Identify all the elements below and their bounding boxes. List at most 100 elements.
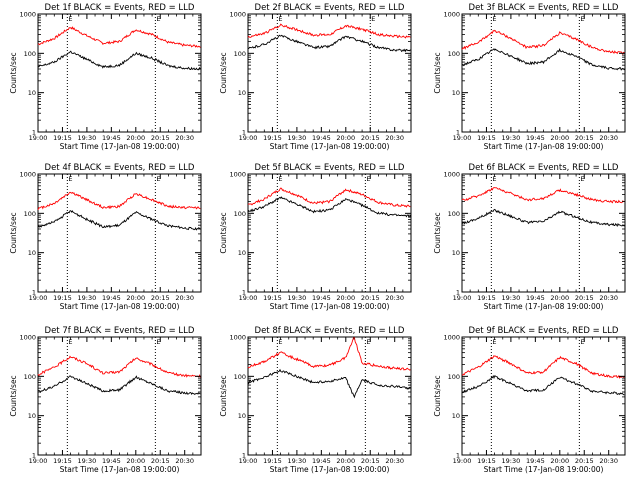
y-tick-label: 10: [452, 249, 460, 257]
series-line-events: [247, 196, 411, 218]
panel-det-6: Det 6f BLACK = Events, RED = LLD E E 1 10 100…: [433, 163, 626, 311]
y-tick-label: 10: [28, 412, 36, 420]
y-tick-label: 10: [28, 249, 36, 257]
panel-det-8: Det 8f BLACK = Events, RED = LLD E E 1 10 100…: [219, 326, 412, 474]
event-marker-label: E: [278, 175, 282, 183]
x-tick-label: 20:30: [599, 134, 618, 142]
event-marker-label: E: [366, 175, 370, 183]
x-tick-label: 19:45: [312, 294, 331, 302]
x-tick-label: 20:15: [361, 457, 380, 465]
x-axis-label: Start Time (17-Jan-08 19:00:00): [270, 465, 390, 474]
x-tick-label: 19:15: [477, 294, 496, 302]
x-tick-label: 20:00: [550, 134, 569, 142]
y-tick-label: 1000: [19, 171, 36, 179]
y-tick-label: 1000: [443, 171, 460, 179]
panel-det-9: Det 9f BLACK = Events, RED = LLD E E 1 10 100…: [433, 326, 626, 474]
panel-title: Det 7f BLACK = Events, RED = LLD: [45, 326, 195, 336]
series-line-lld: [37, 26, 201, 48]
x-tick-label: 19:00: [453, 294, 472, 302]
y-tick-label: 1000: [443, 334, 460, 342]
x-tick-label: 19:15: [53, 294, 72, 302]
y-axis-label: Counts/sec: [433, 52, 442, 93]
y-tick-label: 1000: [19, 334, 36, 342]
event-marker-label: E: [68, 15, 72, 23]
series-line-lld: [461, 355, 625, 379]
y-tick-label: 1: [456, 129, 460, 137]
event-marker-label: E: [492, 15, 496, 23]
x-tick-label: 20:15: [361, 134, 380, 142]
panel-det-3: Det 3f BLACK = Events, RED = LLD E E 1 10 100…: [433, 3, 626, 151]
event-marker-label: E: [580, 15, 584, 23]
series-line-events: [37, 375, 201, 395]
x-tick-label: 19:00: [239, 294, 258, 302]
plot-frame: [37, 13, 202, 133]
x-tick-label: 19:45: [102, 294, 121, 302]
panel-title: Det 3f BLACK = Events, RED = LLD: [469, 3, 619, 13]
y-tick-label: 100: [448, 373, 460, 381]
x-tick-label: 19:30: [78, 134, 97, 142]
x-tick-label: 19:30: [288, 457, 307, 465]
x-tick-label: 20:00: [336, 294, 355, 302]
x-tick-label: 19:30: [502, 294, 521, 302]
x-tick-label: 19:15: [53, 457, 72, 465]
series-line-events: [461, 208, 625, 228]
x-tick-label: 20:30: [175, 294, 194, 302]
x-tick-label: 19:00: [239, 134, 258, 142]
x-tick-label: 20:30: [599, 294, 618, 302]
x-tick-label: 19:00: [453, 457, 472, 465]
y-tick-label: 100: [24, 210, 36, 218]
x-tick-label: 20:30: [175, 134, 194, 142]
x-tick-label: 19:45: [312, 457, 331, 465]
plot-frame: [247, 336, 412, 456]
x-axis-label: Start Time (17-Jan-08 19:00:00): [60, 142, 180, 151]
x-tick-label: 19:30: [78, 294, 97, 302]
y-tick-label: 100: [234, 50, 246, 58]
y-tick-label: 10: [238, 89, 246, 97]
series-line-events: [247, 368, 411, 399]
event-marker-label: E: [580, 175, 584, 183]
x-tick-label: 19:45: [102, 457, 121, 465]
y-axis-label: Counts/sec: [219, 375, 228, 416]
event-marker-label: E: [156, 175, 160, 183]
panel-title: Det 1f BLACK = Events, RED = LLD: [45, 3, 195, 13]
panel-det-5: Det 5f BLACK = Events, RED = LLD E E 1 10 100…: [219, 163, 412, 311]
series-line-lld: [461, 29, 625, 56]
x-tick-label: 20:30: [385, 457, 404, 465]
y-tick-label: 1: [32, 452, 36, 460]
x-tick-label: 19:15: [477, 457, 496, 465]
x-tick-label: 20:15: [361, 294, 380, 302]
x-tick-label: 20:30: [385, 134, 404, 142]
x-tick-label: 19:45: [526, 294, 545, 302]
x-tick-label: 19:00: [29, 294, 48, 302]
panel-title: Det 9f BLACK = Events, RED = LLD: [469, 326, 619, 336]
y-tick-label: 10: [238, 412, 246, 420]
y-tick-label: 10: [452, 412, 460, 420]
x-tick-label: 19:30: [502, 457, 521, 465]
y-tick-label: 1000: [229, 171, 246, 179]
x-tick-label: 19:45: [526, 134, 545, 142]
x-tick-label: 19:15: [263, 134, 282, 142]
y-tick-label: 1: [242, 129, 246, 137]
event-marker-label: E: [371, 15, 375, 23]
event-marker-label: E: [278, 15, 282, 23]
y-tick-label: 1: [242, 452, 246, 460]
x-tick-label: 19:00: [239, 457, 258, 465]
y-tick-label: 1: [32, 289, 36, 297]
event-marker-label: E: [68, 175, 72, 183]
y-axis-label: Counts/sec: [9, 52, 18, 93]
x-tick-label: 19:30: [502, 134, 521, 142]
series-line-lld: [247, 23, 411, 39]
x-tick-label: 20:00: [126, 134, 145, 142]
event-marker-label: E: [492, 338, 496, 346]
y-tick-label: 1000: [19, 11, 36, 19]
series-line-events: [247, 34, 411, 53]
x-tick-label: 19:45: [526, 457, 545, 465]
x-tick-label: 20:00: [550, 294, 569, 302]
x-tick-label: 20:00: [126, 294, 145, 302]
event-marker-label: E: [492, 175, 496, 183]
event-marker-label: E: [68, 338, 72, 346]
event-marker-label: E: [580, 338, 584, 346]
x-tick-label: 19:00: [453, 134, 472, 142]
y-axis-label: Counts/sec: [219, 212, 228, 253]
